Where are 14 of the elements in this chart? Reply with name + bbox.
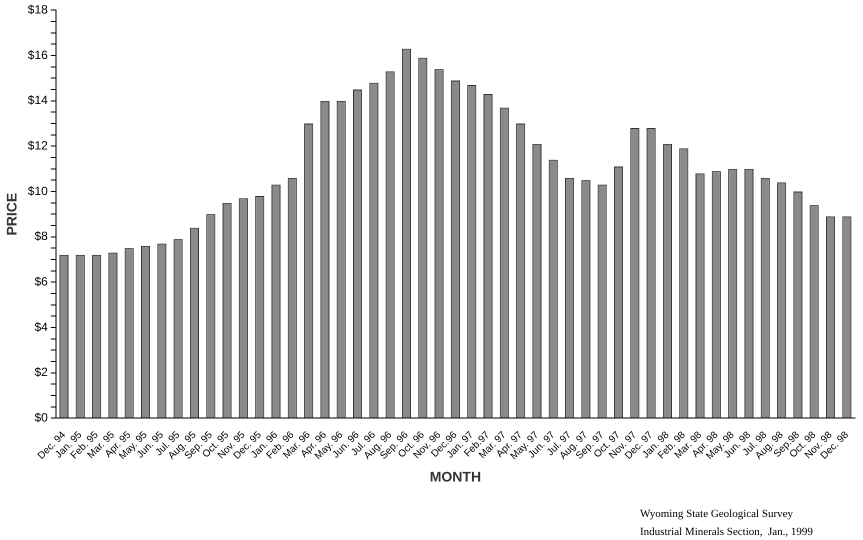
- y-axis-title: PRICE: [3, 192, 20, 236]
- y-tick-label: $10: [28, 184, 48, 198]
- y-tick-label: $8: [34, 229, 48, 244]
- text: Wyoming State Geological Survey: [640, 508, 794, 520]
- y-tick-label: $4: [34, 320, 48, 334]
- y-tick-label: $16: [28, 48, 48, 62]
- y-tick-label: $2: [34, 365, 48, 380]
- text: Industrial Minerals Section, Jan., 1999: [640, 526, 814, 538]
- y-tick-label: $18: [28, 2, 48, 17]
- y-tick-label: $14: [28, 93, 48, 108]
- y-tick-label: $0: [34, 410, 48, 424]
- x-axis-title: MONTH: [430, 468, 482, 484]
- y-tick-label: $12: [28, 138, 48, 152]
- y-tick-label: $6: [34, 274, 48, 288]
